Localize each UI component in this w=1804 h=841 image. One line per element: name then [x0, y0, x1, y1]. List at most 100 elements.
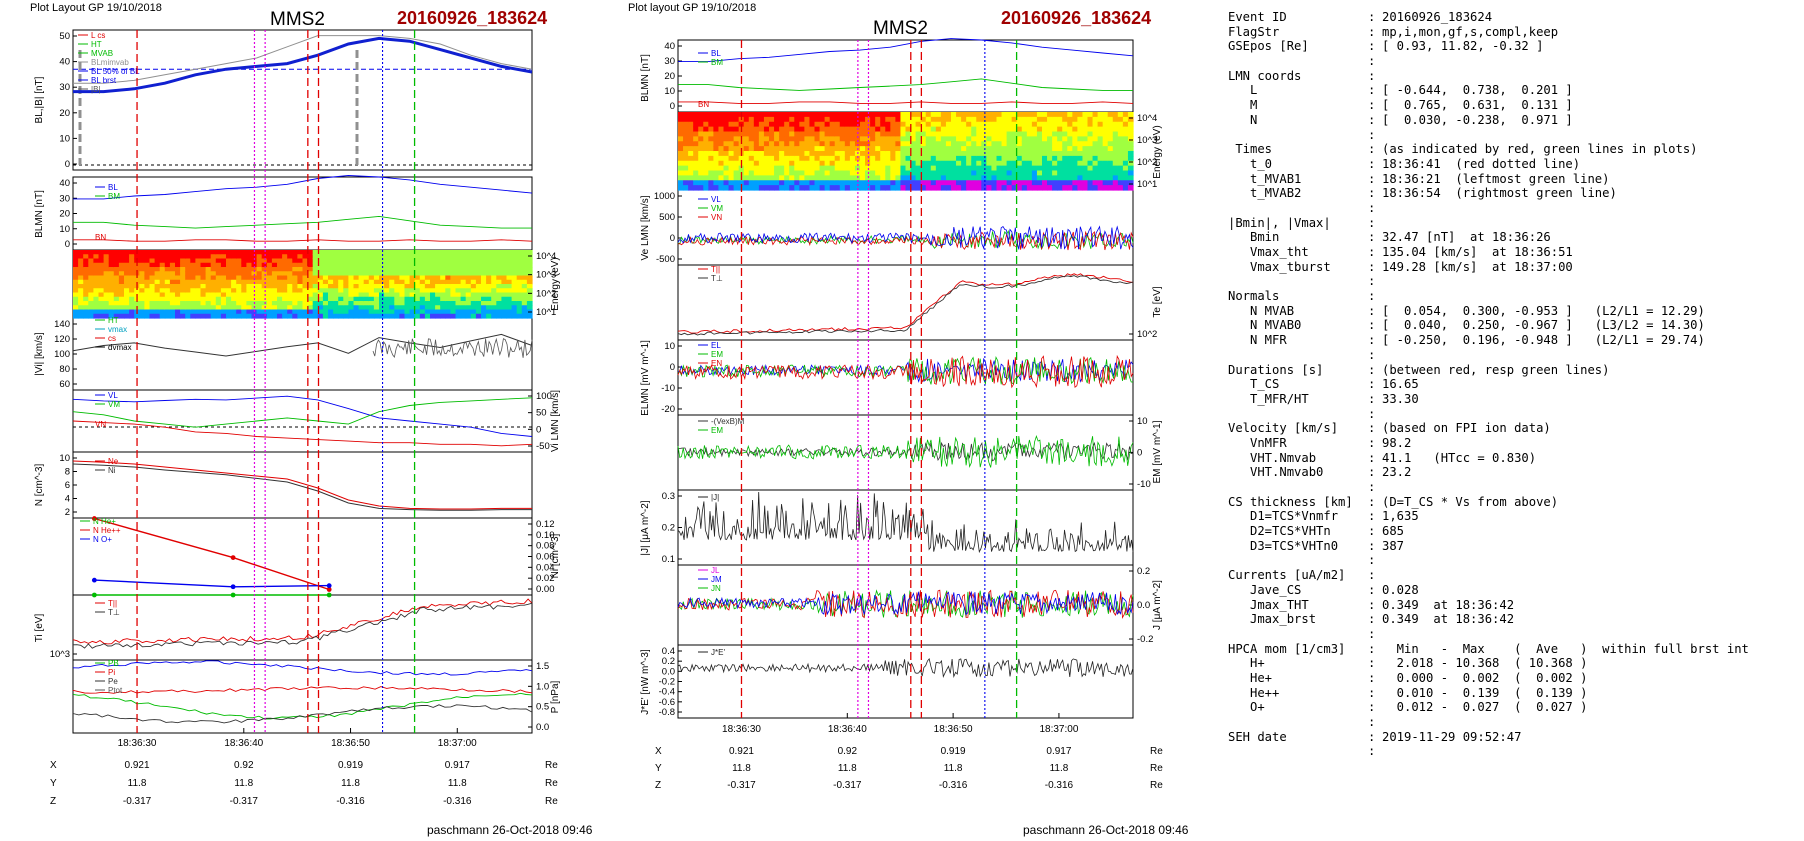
spectrogram-cell: [220, 267, 227, 272]
spectrogram-cell: [1102, 141, 1109, 147]
spectrogram-cell: [246, 267, 253, 272]
panel-frame: [677, 489, 1134, 566]
spectrogram-cell: [1036, 180, 1043, 186]
spectrogram-cell: [1122, 136, 1129, 142]
y-tick-label: 0.0: [536, 722, 549, 733]
spectrogram-cell: [1067, 185, 1073, 191]
spectrogram-cell: [486, 284, 492, 289]
spectrogram-cell: [409, 284, 416, 289]
spectrogram-cell: [829, 180, 836, 186]
spectrogram-cell: [481, 267, 487, 272]
y-tick-label: 10: [1137, 416, 1148, 427]
spectrogram-cell: [890, 146, 896, 152]
spectrogram-cell: [236, 313, 242, 319]
spectrogram-cell: [769, 116, 775, 123]
spectrogram-cell: [277, 254, 283, 260]
spectrogram-cell: [774, 160, 780, 167]
spectrogram-cell: [526, 250, 533, 255]
spectrogram-cell: [282, 267, 288, 272]
spectrogram-cell: [1036, 155, 1043, 162]
spectrogram-cell: [419, 271, 426, 277]
spectrogram-cell: [118, 254, 125, 260]
spectrogram-cell: [1031, 116, 1038, 123]
spectrogram-cell: [526, 288, 533, 294]
info-label: Durations [s]: [1228, 362, 1324, 377]
spectrogram-cell: [526, 301, 533, 306]
spectrogram-cell: [215, 296, 222, 302]
spectrogram-cell: [935, 141, 942, 147]
spectrogram-cell: [1021, 121, 1028, 128]
spectrogram-cell: [875, 155, 881, 162]
spectrogram-cell: [789, 170, 795, 176]
spectrogram-cell: [322, 279, 329, 285]
spectrogram-cell: [491, 254, 497, 260]
spectrogram-cell: [1052, 155, 1058, 162]
spectrogram-cell: [317, 292, 324, 298]
spectrogram-cell: [333, 271, 339, 277]
spectrogram-cell: [925, 170, 932, 176]
spectrogram-cell: [1011, 116, 1018, 123]
spectrogram-cell: [875, 170, 881, 176]
spectrogram-cell: [860, 146, 866, 152]
spectrogram-cell: [302, 271, 309, 277]
spectrogram-cell: [905, 185, 912, 191]
spectrogram-cell: [683, 112, 689, 118]
spectrogram-cell: [373, 258, 380, 264]
spectrogram-cell: [501, 296, 508, 302]
spectrogram-cell: [98, 313, 105, 319]
spectrogram-cell: [363, 258, 370, 264]
y-tick-label: 60: [59, 379, 70, 390]
spectrogram-cell: [481, 262, 487, 268]
spectrogram-cell: [693, 160, 699, 167]
spectrogram-cell: [302, 275, 309, 281]
spectrogram-cell: [981, 136, 987, 142]
info-row: VHT.Nmvab0:23.2: [1228, 465, 1798, 480]
data-point: [91, 516, 97, 521]
spectrogram-cell: [1112, 141, 1119, 147]
spectrogram-cell: [1062, 165, 1068, 172]
spectrogram-cell: [1082, 175, 1089, 181]
info-row: CS thickness [km]: (D=T_CS * Vs from abov…: [1228, 495, 1798, 510]
spectrogram-cell: [743, 146, 750, 152]
spectrogram-cell: [875, 165, 881, 172]
spectrogram-cell: [338, 292, 344, 298]
spectrogram-cell: [154, 296, 161, 302]
spectrogram-cell: [282, 250, 288, 255]
spectrogram-cell: [435, 262, 441, 268]
spectrogram-cell: [445, 271, 451, 277]
spectrogram-cell: [78, 305, 84, 311]
spectrogram-cell: [195, 313, 202, 319]
spectrogram-cell: [190, 258, 196, 264]
spectrogram-cell: [486, 262, 492, 268]
spectrogram-cell: [794, 136, 800, 142]
spectrogram-cell: [409, 305, 416, 311]
spectrogram-cell: [424, 296, 431, 302]
spectrogram-cell: [210, 275, 217, 281]
spectrogram-cell: [368, 284, 375, 289]
spectrogram-cell: [1021, 151, 1028, 157]
spectrogram-cell: [312, 309, 319, 315]
spectrogram-cell: [282, 254, 288, 260]
spectrogram-cell: [98, 292, 105, 298]
spectrogram-cell: [231, 275, 237, 281]
spectrogram-cell: [708, 141, 714, 147]
spectrogram-cell: [839, 151, 846, 157]
spectrogram-cell: [373, 262, 380, 268]
spectrogram-cell: [733, 136, 740, 142]
spectrogram-cell: [1001, 126, 1008, 133]
spectrogram-cell: [205, 313, 212, 319]
spectrogram-cell: [1107, 155, 1114, 162]
spectrogram-cell: [1112, 155, 1119, 162]
spectrogram-cell: [292, 275, 298, 281]
spectrogram-cell: [1016, 116, 1023, 123]
spectrogram-cell: [435, 292, 441, 298]
spectrogram-cell: [1001, 165, 1008, 172]
spectrogram-cell: [185, 301, 191, 306]
spectrogram-cell: [491, 296, 497, 302]
spectrogram-cell: [317, 296, 324, 302]
y-axis-label: EM [mV m^-1]: [1152, 420, 1163, 483]
spectrogram-cell: [129, 250, 135, 255]
spectrogram-cell: [368, 267, 375, 272]
spectrogram-cell: [78, 301, 84, 306]
spectrogram-cell: [210, 305, 217, 311]
